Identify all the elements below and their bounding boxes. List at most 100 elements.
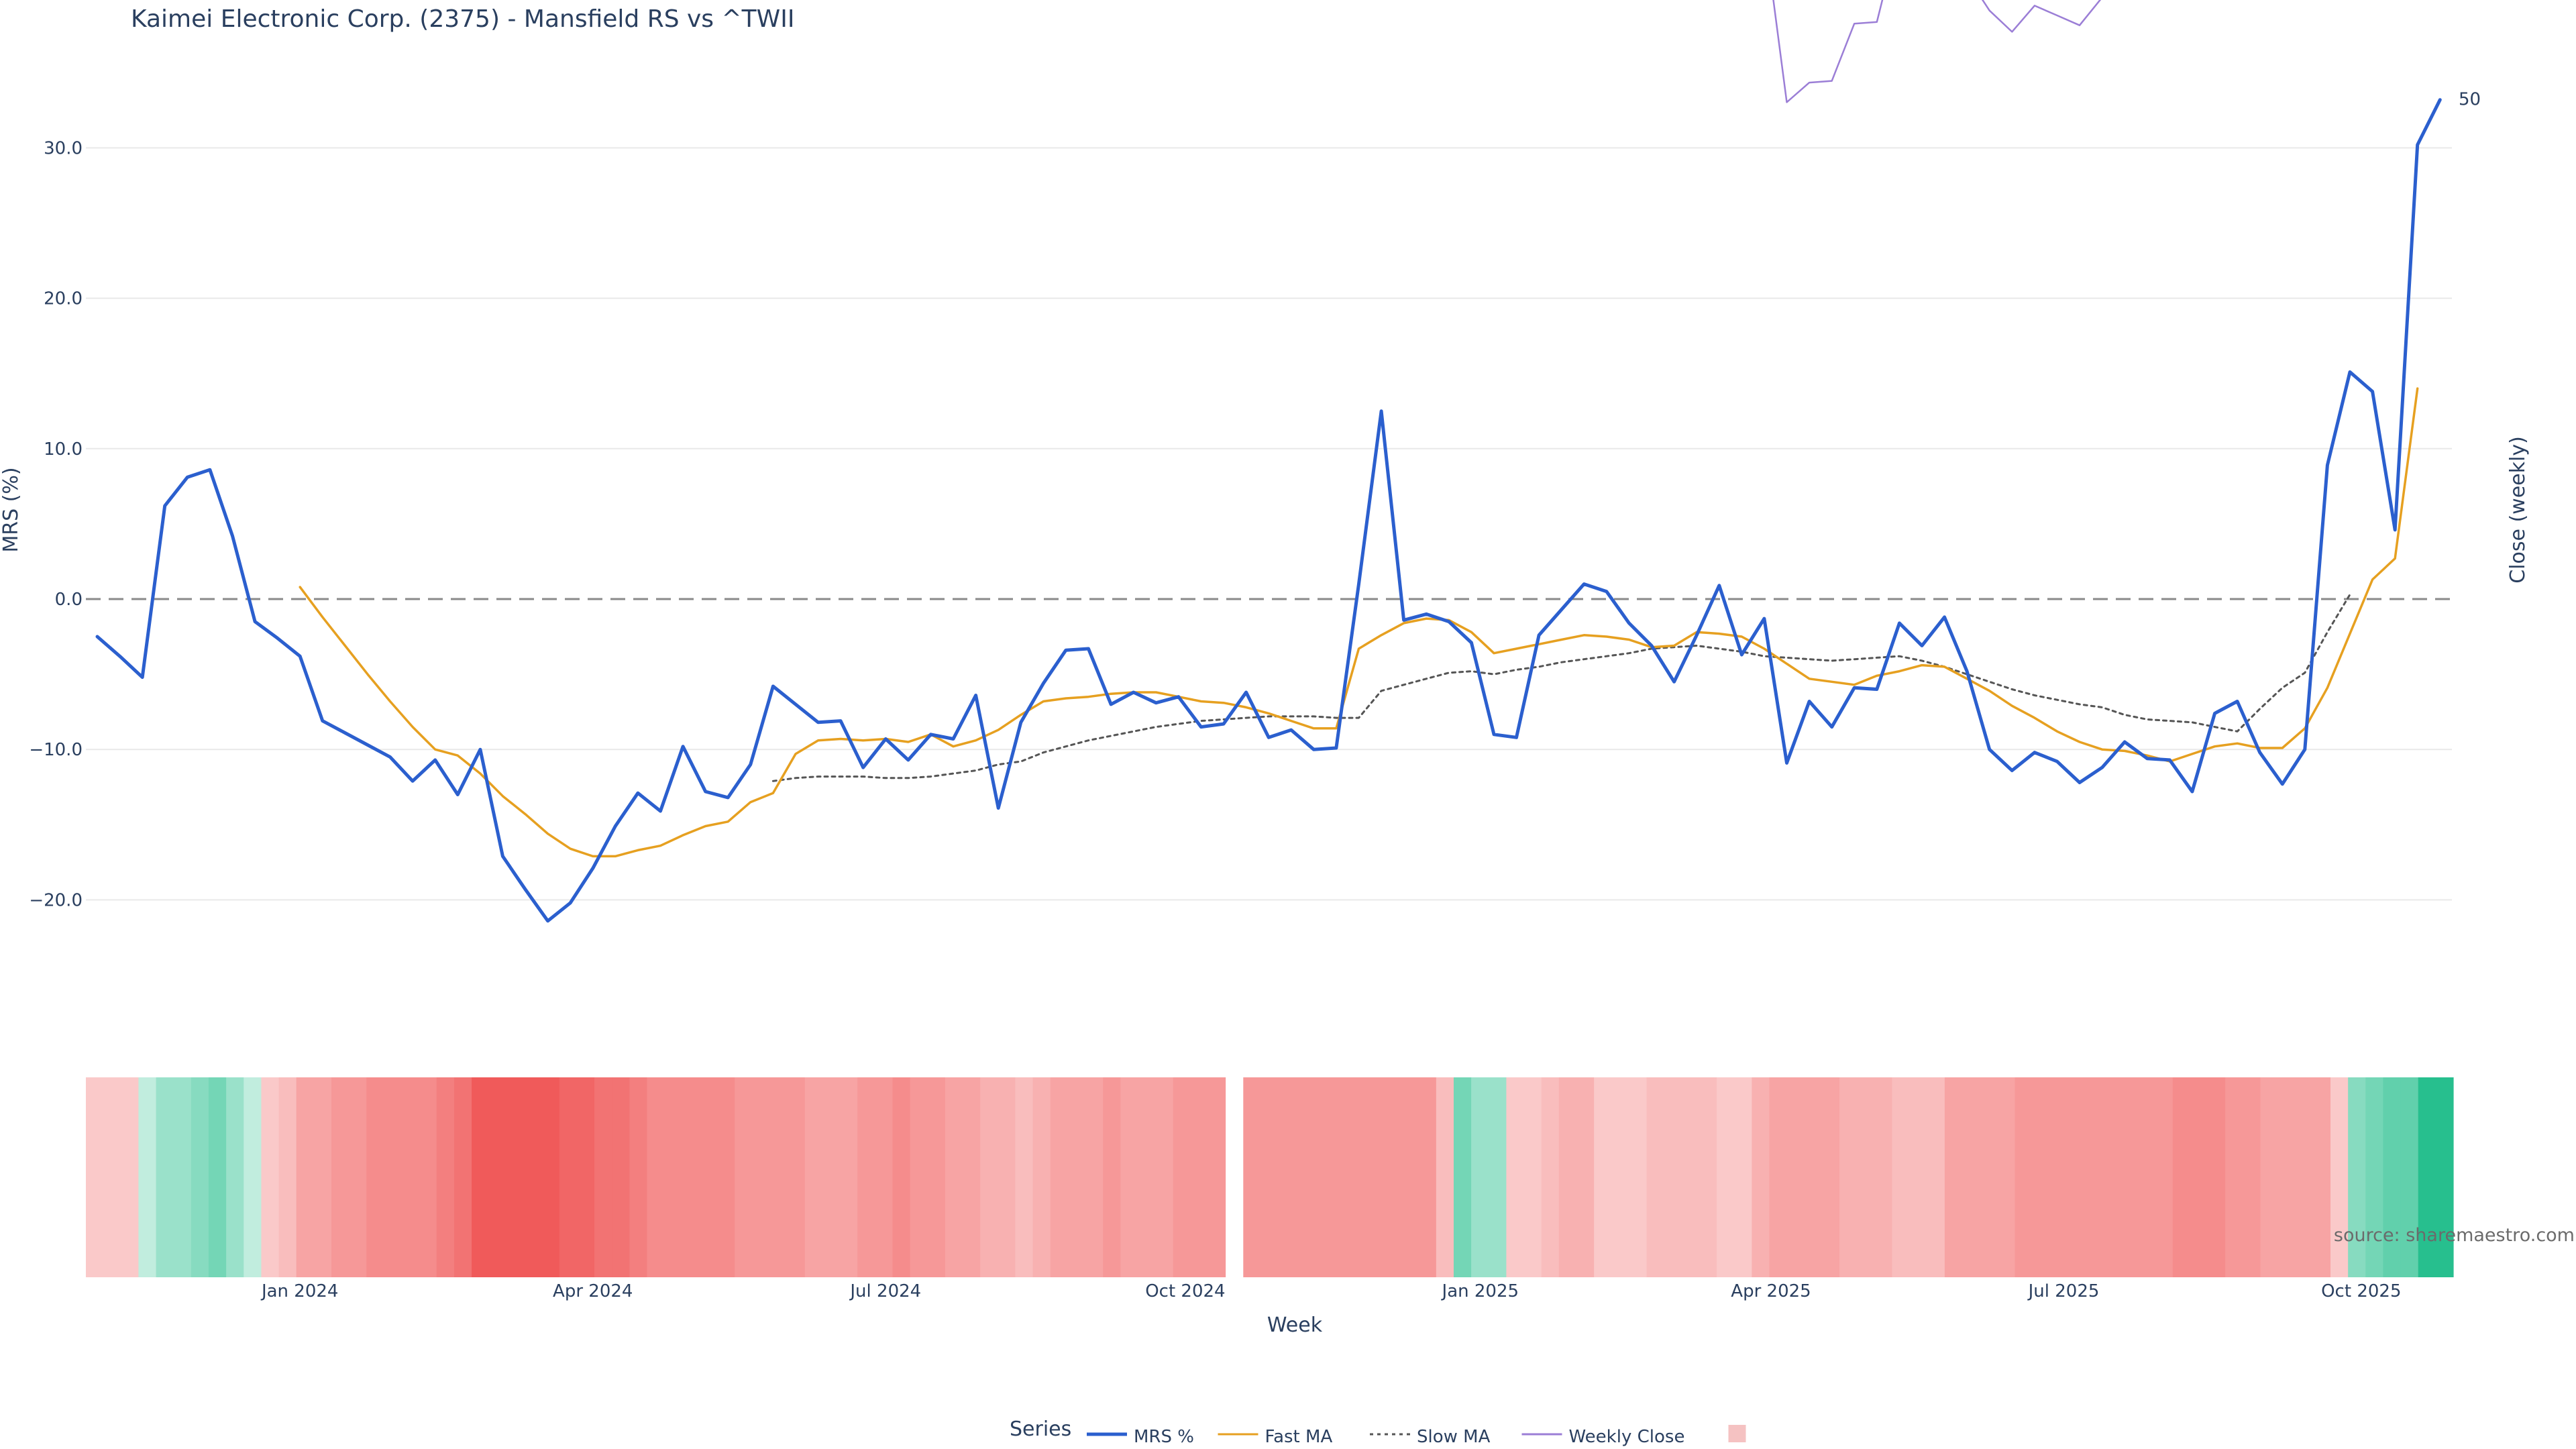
heatmap-cell [2400, 1077, 2419, 1277]
heatmap-cell [1226, 1077, 1244, 1277]
heatmap-cell [1120, 1077, 1139, 1277]
heatmap-cell [313, 1077, 332, 1277]
heatmap-cell [2155, 1077, 2174, 1277]
heatmap-cell [1453, 1077, 1472, 1277]
heatmap-cell [244, 1077, 262, 1277]
heatmap-cell [1541, 1077, 1560, 1277]
x-tick-label: Oct 2024 [1145, 1281, 1225, 1301]
heatmap-cell [1769, 1077, 1788, 1277]
heatmap-cell [910, 1077, 928, 1277]
x-axis-title: Week [1267, 1313, 1323, 1337]
heatmap-cell [963, 1077, 981, 1277]
heatmap-cell [278, 1077, 297, 1277]
x-tick-label: Apr 2025 [1731, 1281, 1811, 1301]
heatmap-cell [1348, 1077, 1366, 1277]
heatmap-cell [804, 1077, 823, 1277]
heatmap-cell [1717, 1077, 1735, 1277]
y2-tick-label: 50 [2459, 90, 2481, 110]
heatmap-cell [2243, 1077, 2261, 1277]
heatmap-cell [647, 1077, 665, 1277]
heatmap-cell [208, 1077, 227, 1277]
heatmap-cell [1313, 1077, 1332, 1277]
heatmap-cell [664, 1077, 683, 1277]
heatmap-cell [1664, 1077, 1682, 1277]
heatmap-cell [401, 1077, 420, 1277]
heatmap-cell [1243, 1077, 1262, 1277]
heatmap-cell [173, 1077, 192, 1277]
heatmap-cell [594, 1077, 612, 1277]
heatmap-cell [1927, 1077, 1945, 1277]
heatmap-cell [349, 1077, 367, 1277]
heatmap-cell [1699, 1077, 1717, 1277]
heatmap-cell [1594, 1077, 1612, 1277]
y-tick-label: 20.0 [44, 289, 83, 309]
heatmap-cell [980, 1077, 998, 1277]
heatmap-cell [682, 1077, 700, 1277]
heatmap-cell [1418, 1077, 1437, 1277]
y-axis-right: 1009080706050 [2459, 90, 2481, 110]
heatmap-cell [436, 1077, 455, 1277]
heatmap-cell [453, 1077, 472, 1277]
heatmap-cell [1962, 1077, 1980, 1277]
heatmap-cell [121, 1077, 140, 1277]
legend-items: MRS % Fast MA Slow MA Weekly Close [1087, 1425, 1746, 1447]
heatmap-cell [1173, 1077, 1191, 1277]
heatmap-cell [226, 1077, 244, 1277]
y-axis-title: MRS (%) [0, 467, 23, 552]
heatmap-cell [2435, 1077, 2454, 1277]
heatmap-cell [156, 1077, 174, 1277]
heatmap-cell [1436, 1077, 1454, 1277]
series-layer [95, 0, 2442, 923]
y-tick-label: 0.0 [55, 590, 83, 610]
heatmap-cell [576, 1077, 595, 1277]
heatmap-cell [1190, 1077, 1209, 1277]
heatmap-cell [1646, 1077, 1665, 1277]
heatmap-cell [1681, 1077, 1700, 1277]
heatmap-cell [1260, 1077, 1279, 1277]
heatmap-cell [875, 1077, 894, 1277]
heatmap-cell [2049, 1077, 2068, 1277]
heatmap-cell [1558, 1077, 1577, 1277]
heatmap-cell [822, 1077, 841, 1277]
y-tick-label: 10.0 [44, 439, 83, 460]
heatmap-cell [1330, 1077, 1349, 1277]
heatmap-cell [2418, 1077, 2436, 1277]
heatmap-cell [2015, 1077, 2033, 1277]
heatmap-cell [1138, 1077, 1157, 1277]
heatmap-cell [541, 1077, 560, 1277]
heatmap-cell [1067, 1077, 1086, 1277]
chart-title: Kaimei Electronic Corp. (2375) - Mansfie… [131, 5, 795, 33]
heatmap-cell [2365, 1077, 2384, 1277]
heatmap-cell [612, 1077, 630, 1277]
heatmap-cell [927, 1077, 946, 1277]
heatmap-cell [1944, 1077, 1963, 1277]
legend: Series MRS % Fast MA Slow MA Weekly Close [1010, 1417, 1746, 1447]
heatmap-cell [1629, 1077, 1648, 1277]
heatmap-cell [1523, 1077, 1542, 1277]
heatmap-cell [2190, 1077, 2208, 1277]
heatmap-cell [1804, 1077, 1823, 1277]
source-note: source: sharemaestro.com [2334, 1225, 2575, 1246]
heatmap-cell [489, 1077, 507, 1277]
heatmap-cell [629, 1077, 648, 1277]
heatmap-cell [1839, 1077, 1858, 1277]
heatmap-cell [2312, 1077, 2331, 1277]
y-tick-label: 30.0 [44, 138, 83, 158]
x-tick-label: Oct 2025 [2321, 1281, 2401, 1301]
heatmap-cell [892, 1077, 911, 1277]
heatmap-cell [1471, 1077, 1489, 1277]
heatmap-cell [1366, 1077, 1385, 1277]
heatmap-cell [2085, 1077, 2103, 1277]
heatmap-cell [1611, 1077, 1629, 1277]
heatmap-cell [2208, 1077, 2226, 1277]
heatmap-cell [2102, 1077, 2121, 1277]
heatmap-cell [506, 1077, 525, 1277]
legend-label: Fast MA [1265, 1427, 1333, 1447]
heatmap-cell [2032, 1077, 2051, 1277]
legend-label: Weekly Close [1569, 1427, 1685, 1447]
heatmap-cell [840, 1077, 858, 1277]
heatmap-cell [1909, 1077, 1928, 1277]
heatmap-cell [1489, 1077, 1507, 1277]
heatmap-cell [735, 1077, 753, 1277]
